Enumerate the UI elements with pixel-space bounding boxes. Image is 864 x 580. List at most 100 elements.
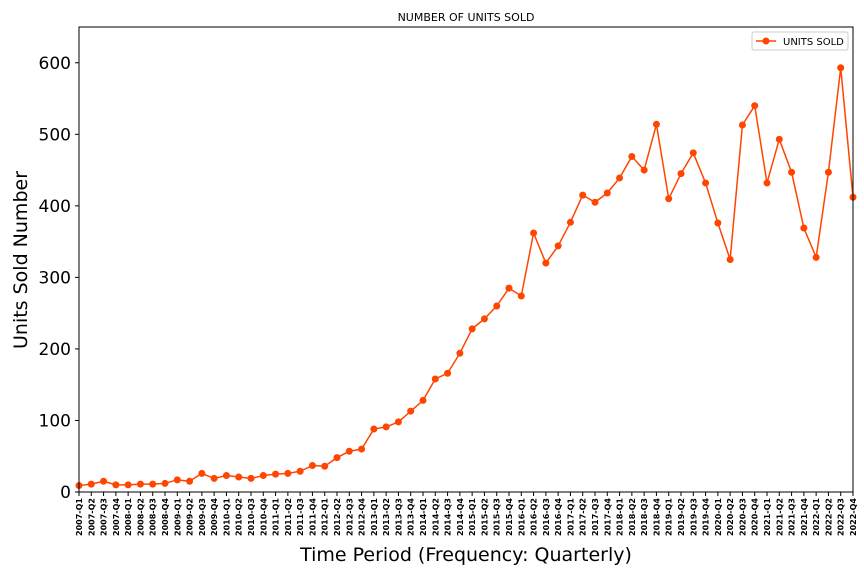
legend-label: UNITS SOLD (783, 37, 844, 48)
data-point (689, 149, 697, 157)
x-tick-label: 2008-Q4 (161, 498, 170, 536)
x-tick-label: 2020-Q4 (751, 498, 760, 536)
x-tick-label: 2016-Q1 (517, 498, 526, 536)
y-tick-label: 100 (39, 411, 71, 431)
data-point (738, 121, 746, 129)
series-line-units-sold (78, 67, 854, 487)
data-point (542, 259, 550, 267)
x-tick-label: 2016-Q2 (530, 498, 539, 536)
data-point (763, 179, 771, 187)
y-tick-label: 500 (39, 125, 71, 145)
x-tick-label: 2014-Q2 (431, 498, 440, 536)
data-point (222, 472, 230, 480)
x-tick-label: 2009-Q4 (210, 498, 219, 536)
data-point (394, 418, 402, 426)
data-point (358, 445, 366, 453)
data-point (603, 189, 611, 197)
data-point (591, 198, 599, 206)
data-point (677, 170, 685, 178)
data-point (136, 480, 144, 488)
x-tick-label: 2021-Q4 (800, 498, 809, 536)
x-tick-label: 2010-Q4 (259, 498, 268, 536)
x-tick-label: 2022-Q2 (824, 498, 833, 536)
x-tick-label: 2012-Q2 (333, 498, 342, 536)
x-tick-label: 2017-Q3 (591, 498, 600, 536)
data-point (837, 64, 845, 72)
x-tick-label: 2013-Q1 (370, 498, 379, 536)
data-point (468, 325, 476, 333)
x-tick-label: 2012-Q3 (345, 498, 354, 536)
x-tick-label: 2012-Q1 (321, 498, 330, 536)
y-axis: 0 100 200 300 400 500 600 (39, 54, 79, 503)
data-point (333, 454, 341, 462)
x-tick-label: 2020-Q3 (738, 498, 747, 536)
data-point (210, 474, 218, 482)
data-point (566, 218, 574, 226)
data-point (824, 168, 832, 176)
data-point (198, 469, 206, 477)
x-tick-label: 2022-Q1 (812, 498, 821, 536)
x-tick-label: 2016-Q3 (542, 498, 551, 536)
data-point (726, 256, 734, 263)
data-point (665, 195, 673, 203)
x-tick-label: 2015-Q4 (505, 498, 514, 536)
x-tick-label: 2007-Q4 (112, 498, 121, 536)
x-tick-label: 2007-Q1 (75, 498, 84, 536)
x-tick-label: 2009-Q3 (198, 498, 207, 536)
x-axis: 2007-Q1 2007-Q2 2007-Q3 2007-Q4 2008-Q1 2008-… (75, 492, 858, 536)
data-point (751, 102, 759, 110)
x-tick-label: 2019-Q3 (689, 498, 698, 536)
data-point (800, 224, 808, 232)
x-tick-label: 2007-Q2 (87, 498, 96, 536)
x-tick-label: 2019-Q2 (677, 498, 686, 536)
x-tick-label: 2020-Q2 (726, 498, 735, 536)
data-point (652, 120, 660, 128)
x-tick-label: 2014-Q1 (419, 498, 428, 536)
data-point (480, 315, 488, 323)
x-tick-label: 2009-Q2 (186, 498, 195, 536)
x-tick-label: 2015-Q1 (468, 498, 477, 536)
x-tick-label: 2014-Q3 (444, 498, 453, 536)
y-axis-label: Units Sold Number (10, 171, 32, 349)
x-tick-label: 2016-Q4 (554, 498, 563, 536)
data-point (493, 302, 501, 310)
x-tick-label: 2018-Q1 (616, 498, 625, 536)
data-point (235, 473, 243, 481)
data-point (431, 375, 439, 383)
data-point (812, 253, 820, 261)
x-tick-label: 2012-Q4 (358, 498, 367, 536)
x-tick-label: 2017-Q4 (603, 498, 612, 536)
legend-marker-swatch (762, 37, 770, 45)
data-point (517, 292, 525, 300)
data-point (296, 467, 304, 475)
x-tick-label: 2014-Q4 (456, 498, 465, 536)
data-point (272, 470, 280, 478)
x-tick-label: 2019-Q4 (702, 498, 711, 536)
x-tick-label: 2011-Q4 (308, 498, 317, 536)
chart-title: NUMBER OF UNITS SOLD (398, 11, 535, 24)
x-tick-label: 2013-Q2 (382, 498, 391, 536)
y-tick-label: 600 (39, 54, 71, 74)
data-point (345, 447, 353, 455)
data-point (775, 135, 783, 143)
x-tick-label: 2013-Q4 (407, 498, 416, 536)
plot-frame (78, 26, 854, 493)
data-point (702, 179, 710, 187)
legend: UNITS SOLD (751, 31, 849, 51)
data-point (370, 425, 378, 433)
data-point (284, 469, 292, 477)
x-tick-label: 2010-Q3 (247, 498, 256, 536)
x-tick-label: 2011-Q1 (272, 498, 281, 536)
data-point (87, 480, 95, 488)
x-tick-label: 2011-Q3 (296, 498, 305, 536)
data-point (100, 477, 108, 485)
x-tick-label: 2010-Q2 (235, 498, 244, 536)
data-point (173, 476, 181, 484)
x-tick-label: 2011-Q2 (284, 498, 293, 536)
x-tick-label: 2018-Q3 (640, 498, 649, 536)
data-point (530, 229, 538, 237)
x-tick-label: 2018-Q4 (652, 498, 661, 536)
x-tick-label: 2017-Q1 (566, 498, 575, 536)
